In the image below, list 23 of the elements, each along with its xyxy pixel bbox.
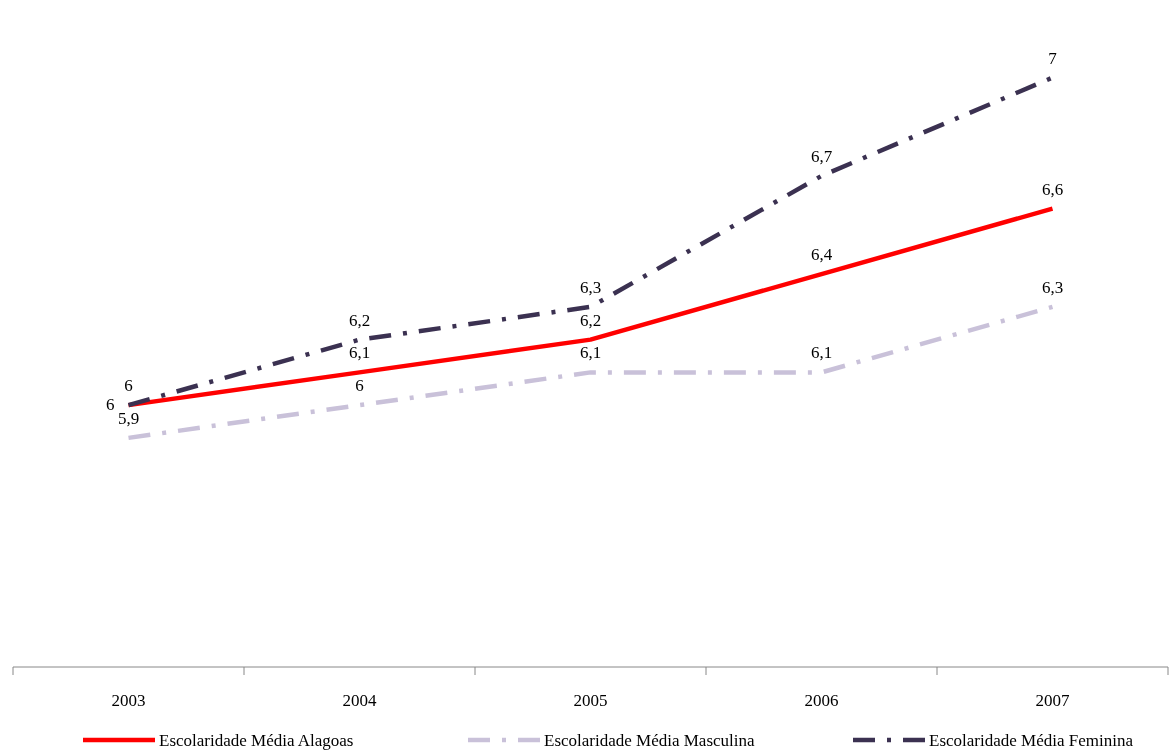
data-label: 6,1: [348, 343, 371, 363]
data-label: 6,2: [348, 310, 371, 330]
legend-label: Escolaridade Média Alagoas: [159, 731, 354, 750]
legend-label: Escolaridade Média Feminina: [929, 731, 1134, 750]
data-label: 6,3: [579, 277, 602, 297]
data-label: 7: [1048, 48, 1058, 68]
data-label: 6: [355, 376, 364, 396]
data-label: 6,6: [1041, 179, 1064, 199]
x-tick-label: 2007: [1035, 691, 1070, 710]
data-label: 6: [124, 376, 133, 396]
x-tick-label: 2003: [111, 691, 146, 710]
legend-label: Escolaridade Média Masculina: [544, 731, 755, 750]
x-tick-label: 2004: [342, 691, 377, 710]
data-label: 6,3: [1041, 277, 1064, 297]
data-label: 5,9: [117, 408, 140, 428]
data-label: 6: [106, 395, 115, 415]
x-tick-label: 2005: [573, 691, 608, 710]
data-label: 6,7: [810, 146, 833, 166]
data-label: 6,2: [579, 310, 602, 330]
data-label: 6,1: [810, 343, 833, 363]
x-tick-label: 2006: [804, 691, 839, 710]
data-label: 6,1: [579, 343, 602, 363]
data-label: 6,4: [810, 245, 833, 265]
